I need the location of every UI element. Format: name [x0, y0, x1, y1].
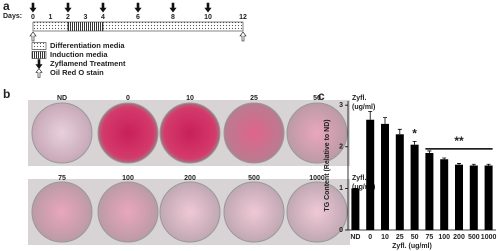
- bar: [425, 153, 434, 230]
- dose-label: 1000: [309, 175, 325, 182]
- arrow: [29, 2, 37, 13]
- diff-bar: [32, 21, 69, 32]
- x-tick-label: 50: [411, 234, 419, 241]
- legend-text: Induction media: [50, 50, 108, 59]
- y-tick-label: 3: [339, 102, 343, 109]
- dose-label: Zyfl.: [352, 95, 366, 102]
- well: [159, 181, 221, 243]
- error-bar: [397, 128, 402, 135]
- x-tick-label: ND: [350, 234, 360, 241]
- bar-chart: 0 1 2 3 TG Content (Relative to ND) Zyfl. (ug…: [324, 101, 497, 250]
- y-tick-label: 1: [339, 185, 343, 192]
- annotation: **: [454, 134, 464, 148]
- arrow: [204, 2, 212, 13]
- arrow: [35, 68, 43, 78]
- well: [223, 102, 285, 164]
- well: [31, 181, 93, 243]
- x-tick-label: 200: [453, 234, 465, 241]
- dose-label: 500: [248, 175, 260, 182]
- unit-label: (ug/ml): [352, 104, 375, 111]
- error-bar: [457, 163, 461, 165]
- day-label: 3: [84, 14, 88, 21]
- y-tick-label: 0: [339, 227, 343, 234]
- x-tick-label: 0: [368, 234, 372, 241]
- legend-swatch: [31, 42, 47, 50]
- day-label: 6: [136, 14, 140, 21]
- error-bar: [442, 157, 447, 160]
- dose-label: 100: [122, 175, 134, 182]
- dose-label: 200: [184, 175, 196, 182]
- error-bar: [383, 117, 387, 124]
- panel-label: c: [318, 89, 325, 103]
- well: [97, 181, 159, 243]
- day-label: 2: [66, 14, 70, 21]
- bar: [366, 119, 375, 230]
- arrow: [239, 31, 247, 42]
- day-label: 8: [171, 14, 175, 21]
- bar: [484, 165, 493, 230]
- bar: [410, 144, 419, 230]
- day-label: 12: [239, 14, 247, 21]
- day-label: 4: [101, 14, 105, 21]
- legend-text: Differentiation media: [50, 41, 125, 50]
- error-bar: [427, 150, 432, 154]
- unit-label: (ug/ml): [352, 184, 375, 191]
- x-axis-title: Zyfl. (ug/ml): [392, 243, 432, 250]
- arrow: [29, 31, 37, 42]
- legend-swatch: [31, 51, 47, 59]
- error-bar: [486, 163, 491, 166]
- arrow: [134, 2, 142, 13]
- wells: ND 0 10 25 50 Zyfl.(ug/ml)75 100 200 500 1000 Zyfl…: [28, 95, 375, 245]
- day-label: 0: [31, 14, 35, 21]
- arrow: [64, 2, 72, 13]
- diff-bar: [102, 21, 244, 32]
- dose-label: Zyfl.: [352, 175, 366, 182]
- error-bar: [368, 111, 373, 120]
- arrow: [99, 2, 107, 13]
- panel-label: a: [3, 0, 10, 13]
- panel-label: b: [3, 87, 10, 101]
- well: [31, 102, 93, 164]
- error-bar: [412, 140, 417, 145]
- bar: [469, 165, 478, 230]
- annotation: *: [412, 126, 417, 140]
- x-tick-label: 500: [468, 234, 480, 241]
- days-label: Days:: [3, 13, 22, 20]
- y-axis-title: TG Content (Relative to ND): [324, 119, 331, 211]
- well: [286, 102, 348, 164]
- x-tick-label: 25: [396, 234, 404, 241]
- x-tick-label: 10: [381, 234, 389, 241]
- dose-label: 50: [313, 95, 321, 102]
- bar: [455, 164, 463, 230]
- well: [97, 102, 159, 164]
- bar: [440, 159, 449, 230]
- day-label: 1: [49, 14, 53, 21]
- bar: [351, 188, 360, 230]
- dose-label: 25: [250, 95, 258, 102]
- well: [223, 181, 285, 243]
- x-tick-label: 100: [438, 234, 450, 241]
- dose-label: 75: [58, 175, 66, 182]
- legend-text: Oil Red O stain: [50, 68, 104, 77]
- dose-label: 10: [186, 95, 194, 102]
- bar: [395, 134, 404, 230]
- dose-label: ND: [57, 95, 67, 102]
- x-tick-label: 1000: [481, 234, 497, 241]
- bar: [381, 123, 389, 230]
- legend-text: Zyflamend Treatment: [50, 59, 126, 68]
- day-label: 10: [204, 14, 212, 21]
- y-tick-label: 2: [339, 144, 343, 151]
- arrow: [35, 59, 43, 69]
- error-bar: [471, 163, 476, 166]
- x-tick-label: 75: [426, 234, 434, 241]
- ind-bar: [67, 21, 104, 32]
- dose-label: 0: [126, 95, 130, 102]
- arrow: [169, 2, 177, 13]
- well: [159, 102, 221, 164]
- well: [286, 181, 348, 243]
